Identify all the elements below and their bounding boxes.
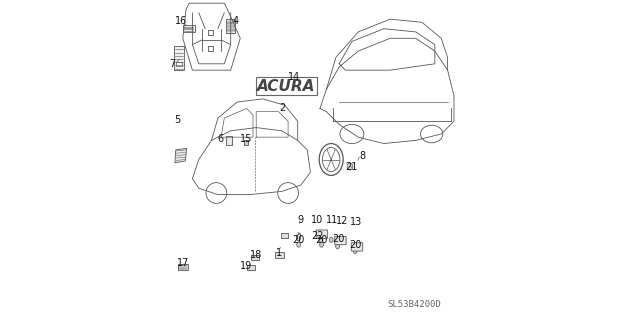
Text: 15: 15 [240, 134, 252, 145]
Ellipse shape [335, 244, 339, 249]
Text: 16: 16 [175, 16, 188, 26]
Text: 1: 1 [276, 248, 282, 258]
FancyBboxPatch shape [184, 25, 195, 32]
FancyBboxPatch shape [252, 255, 259, 260]
Text: 17: 17 [177, 258, 189, 268]
Text: 10: 10 [311, 215, 324, 225]
Text: 8: 8 [359, 151, 365, 161]
FancyBboxPatch shape [174, 46, 184, 70]
FancyBboxPatch shape [316, 230, 328, 238]
Text: 7: 7 [170, 59, 176, 69]
Text: 20: 20 [292, 235, 305, 245]
FancyBboxPatch shape [178, 264, 188, 270]
Text: 20: 20 [349, 240, 362, 250]
Text: 5: 5 [174, 115, 180, 125]
FancyBboxPatch shape [177, 62, 182, 66]
Text: 9: 9 [297, 215, 303, 225]
Text: 11: 11 [326, 215, 338, 225]
FancyBboxPatch shape [281, 233, 288, 238]
Text: 20: 20 [332, 234, 344, 244]
Text: 19: 19 [240, 261, 252, 271]
Text: 21: 21 [345, 162, 358, 173]
Ellipse shape [347, 163, 353, 170]
Ellipse shape [319, 237, 323, 242]
FancyBboxPatch shape [246, 265, 255, 270]
Text: 12: 12 [335, 216, 348, 226]
Ellipse shape [329, 237, 333, 242]
Text: 20: 20 [316, 235, 328, 245]
Ellipse shape [297, 242, 301, 247]
FancyBboxPatch shape [226, 19, 236, 33]
Text: ACURA: ACURA [257, 78, 316, 94]
Text: 6: 6 [218, 134, 223, 144]
Text: 2: 2 [279, 103, 285, 114]
Text: 22: 22 [311, 231, 323, 241]
Text: 13: 13 [349, 217, 362, 227]
Text: 18: 18 [250, 250, 262, 260]
Text: 14: 14 [288, 71, 300, 82]
FancyBboxPatch shape [226, 136, 232, 145]
Text: SL53B4200D: SL53B4200D [387, 300, 441, 309]
Ellipse shape [320, 242, 323, 247]
FancyBboxPatch shape [275, 252, 284, 258]
Polygon shape [175, 148, 187, 163]
Ellipse shape [353, 249, 357, 254]
Text: 4: 4 [233, 16, 239, 26]
FancyBboxPatch shape [335, 236, 346, 245]
FancyBboxPatch shape [351, 243, 363, 251]
FancyBboxPatch shape [244, 140, 248, 145]
